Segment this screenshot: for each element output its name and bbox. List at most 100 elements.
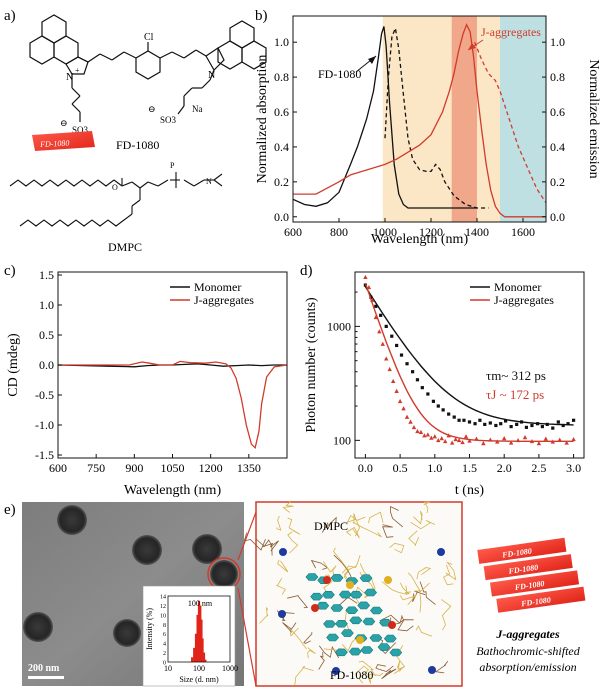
- lipid-chain: [262, 540, 279, 552]
- x-axis-label: Wavelength (nm): [124, 483, 222, 498]
- inset-y-tick-label: 10: [160, 613, 166, 619]
- legend-label: J-aggregates: [494, 293, 554, 307]
- dye-ring: [364, 588, 377, 597]
- lipid-chain: [287, 531, 299, 554]
- data-point: [473, 422, 477, 426]
- x-tick-label: 3.0: [566, 461, 581, 475]
- inset-bar: [196, 614, 199, 662]
- data-point: [494, 423, 498, 428]
- y-tick-label: 1.0: [39, 298, 54, 312]
- data-point: [467, 420, 472, 424]
- lipid-chain: [277, 559, 289, 573]
- panel-b-letter: b): [255, 8, 268, 24]
- inset-y-tick-label: 0: [163, 661, 166, 667]
- dmpc-o1: O: [112, 183, 118, 192]
- lipid-chain: [441, 599, 452, 631]
- nanoparticle: [113, 619, 141, 647]
- data-point: [425, 432, 431, 437]
- lipid-chain: [318, 652, 325, 670]
- data-point: [536, 441, 542, 446]
- dye-ring: [357, 601, 371, 610]
- data-point: [488, 421, 492, 425]
- lipid-chain: [415, 625, 433, 637]
- dmpc-structure: [9, 172, 223, 227]
- x-tick-label: 0.0: [358, 461, 373, 475]
- lipid-chain: [399, 582, 411, 595]
- y-tick-label: -1.0: [35, 418, 54, 432]
- y-axis-label: Normalized absorption: [255, 55, 270, 184]
- inset-bar: [191, 657, 194, 662]
- data-point: [456, 437, 462, 443]
- x-tick-label: 900: [125, 461, 143, 475]
- lipid-chain: [413, 510, 423, 525]
- y-tick-label: 1.0: [274, 35, 289, 49]
- atom: [428, 666, 436, 674]
- lipid-chain: [294, 665, 314, 686]
- data-point: [405, 362, 409, 366]
- inset-bar: [201, 638, 204, 662]
- so3-left-charge: ⊖: [60, 118, 68, 128]
- stack-label: FD-1080: [501, 547, 533, 560]
- data-point: [478, 418, 482, 422]
- data-point: [397, 398, 403, 404]
- panel-b: b) 600 800 1000 1200 1400 1600 0.0 0.0 0.2 0.2 0.4…: [255, 8, 600, 247]
- absorption-emission-chart: 600 800 1000 1200 1400 1600 0.0 0.0 0.2 0.2 0.4 0.4…: [255, 15, 600, 247]
- panel-a-letter: a): [4, 8, 16, 24]
- data-point: [420, 386, 424, 390]
- atom: [437, 548, 445, 556]
- dye-ring: [349, 616, 363, 625]
- legend-label: J-aggregates: [194, 293, 254, 307]
- data-point: [501, 436, 507, 441]
- x-tick-label: 1200: [199, 461, 223, 475]
- x-axis-label: t (ns): [455, 483, 485, 498]
- nanoparticle: [57, 505, 87, 535]
- data-point: [453, 436, 458, 442]
- data-point: [460, 439, 465, 445]
- annotation-fd1080: FD-1080: [318, 67, 361, 81]
- inset-y-tick-label: 2: [163, 651, 166, 657]
- y-tick-label: -1.5: [35, 448, 54, 462]
- data-point: [432, 434, 438, 439]
- jagg-sub1: Bathochromic-shifted: [476, 644, 581, 658]
- lipid-chain: [368, 511, 384, 524]
- x-tick-label: 0.5: [393, 461, 408, 475]
- y-axis-label: Photon number (counts): [304, 297, 319, 433]
- data-point: [462, 418, 466, 422]
- dye-ring: [341, 629, 354, 637]
- atom: [311, 604, 319, 612]
- panel-d-letter: d): [300, 263, 313, 279]
- data-point: [566, 422, 570, 426]
- inset-x-label: Size (d. nm): [179, 675, 219, 684]
- data-point: [443, 438, 448, 444]
- lifetime-annotation: τm~ 312 ps: [486, 368, 546, 383]
- series-line: [292, 26, 477, 209]
- badge-text: FD-1080: [39, 139, 70, 150]
- x-tick-label: 2.0: [497, 461, 512, 475]
- data-point: [411, 424, 417, 430]
- lipid-chain: [276, 515, 282, 531]
- dye-ring: [369, 634, 383, 642]
- data-point: [508, 440, 514, 445]
- fd1080-badge: FD-1080: [32, 131, 95, 151]
- y2-tick-label: 0.6: [550, 105, 565, 119]
- lipid-chain: [259, 607, 269, 624]
- inset-y-tick-label: 6: [163, 632, 166, 638]
- y-tick-label: 100: [333, 433, 351, 447]
- y-axis-label: CD (mdeg): [6, 333, 21, 397]
- lipid-chain: [410, 519, 436, 530]
- data-point: [515, 422, 519, 427]
- lipid-chain: [318, 645, 340, 659]
- data-point: [429, 435, 434, 440]
- x-tick-label: 1000: [373, 225, 397, 239]
- y-tick-label: 0.8: [274, 70, 289, 84]
- jagg-title: J-aggregates: [495, 627, 560, 641]
- lipid-chain: [408, 530, 420, 547]
- data-point: [415, 378, 420, 382]
- md-dmpc-label: DMPC: [314, 519, 348, 533]
- fit-line: [364, 286, 574, 426]
- data-point: [467, 438, 472, 443]
- inset-x-tick-label: 1000: [222, 664, 238, 673]
- dye-ring: [359, 574, 373, 582]
- lipid-chain: [322, 561, 337, 578]
- dye-ring: [322, 590, 335, 599]
